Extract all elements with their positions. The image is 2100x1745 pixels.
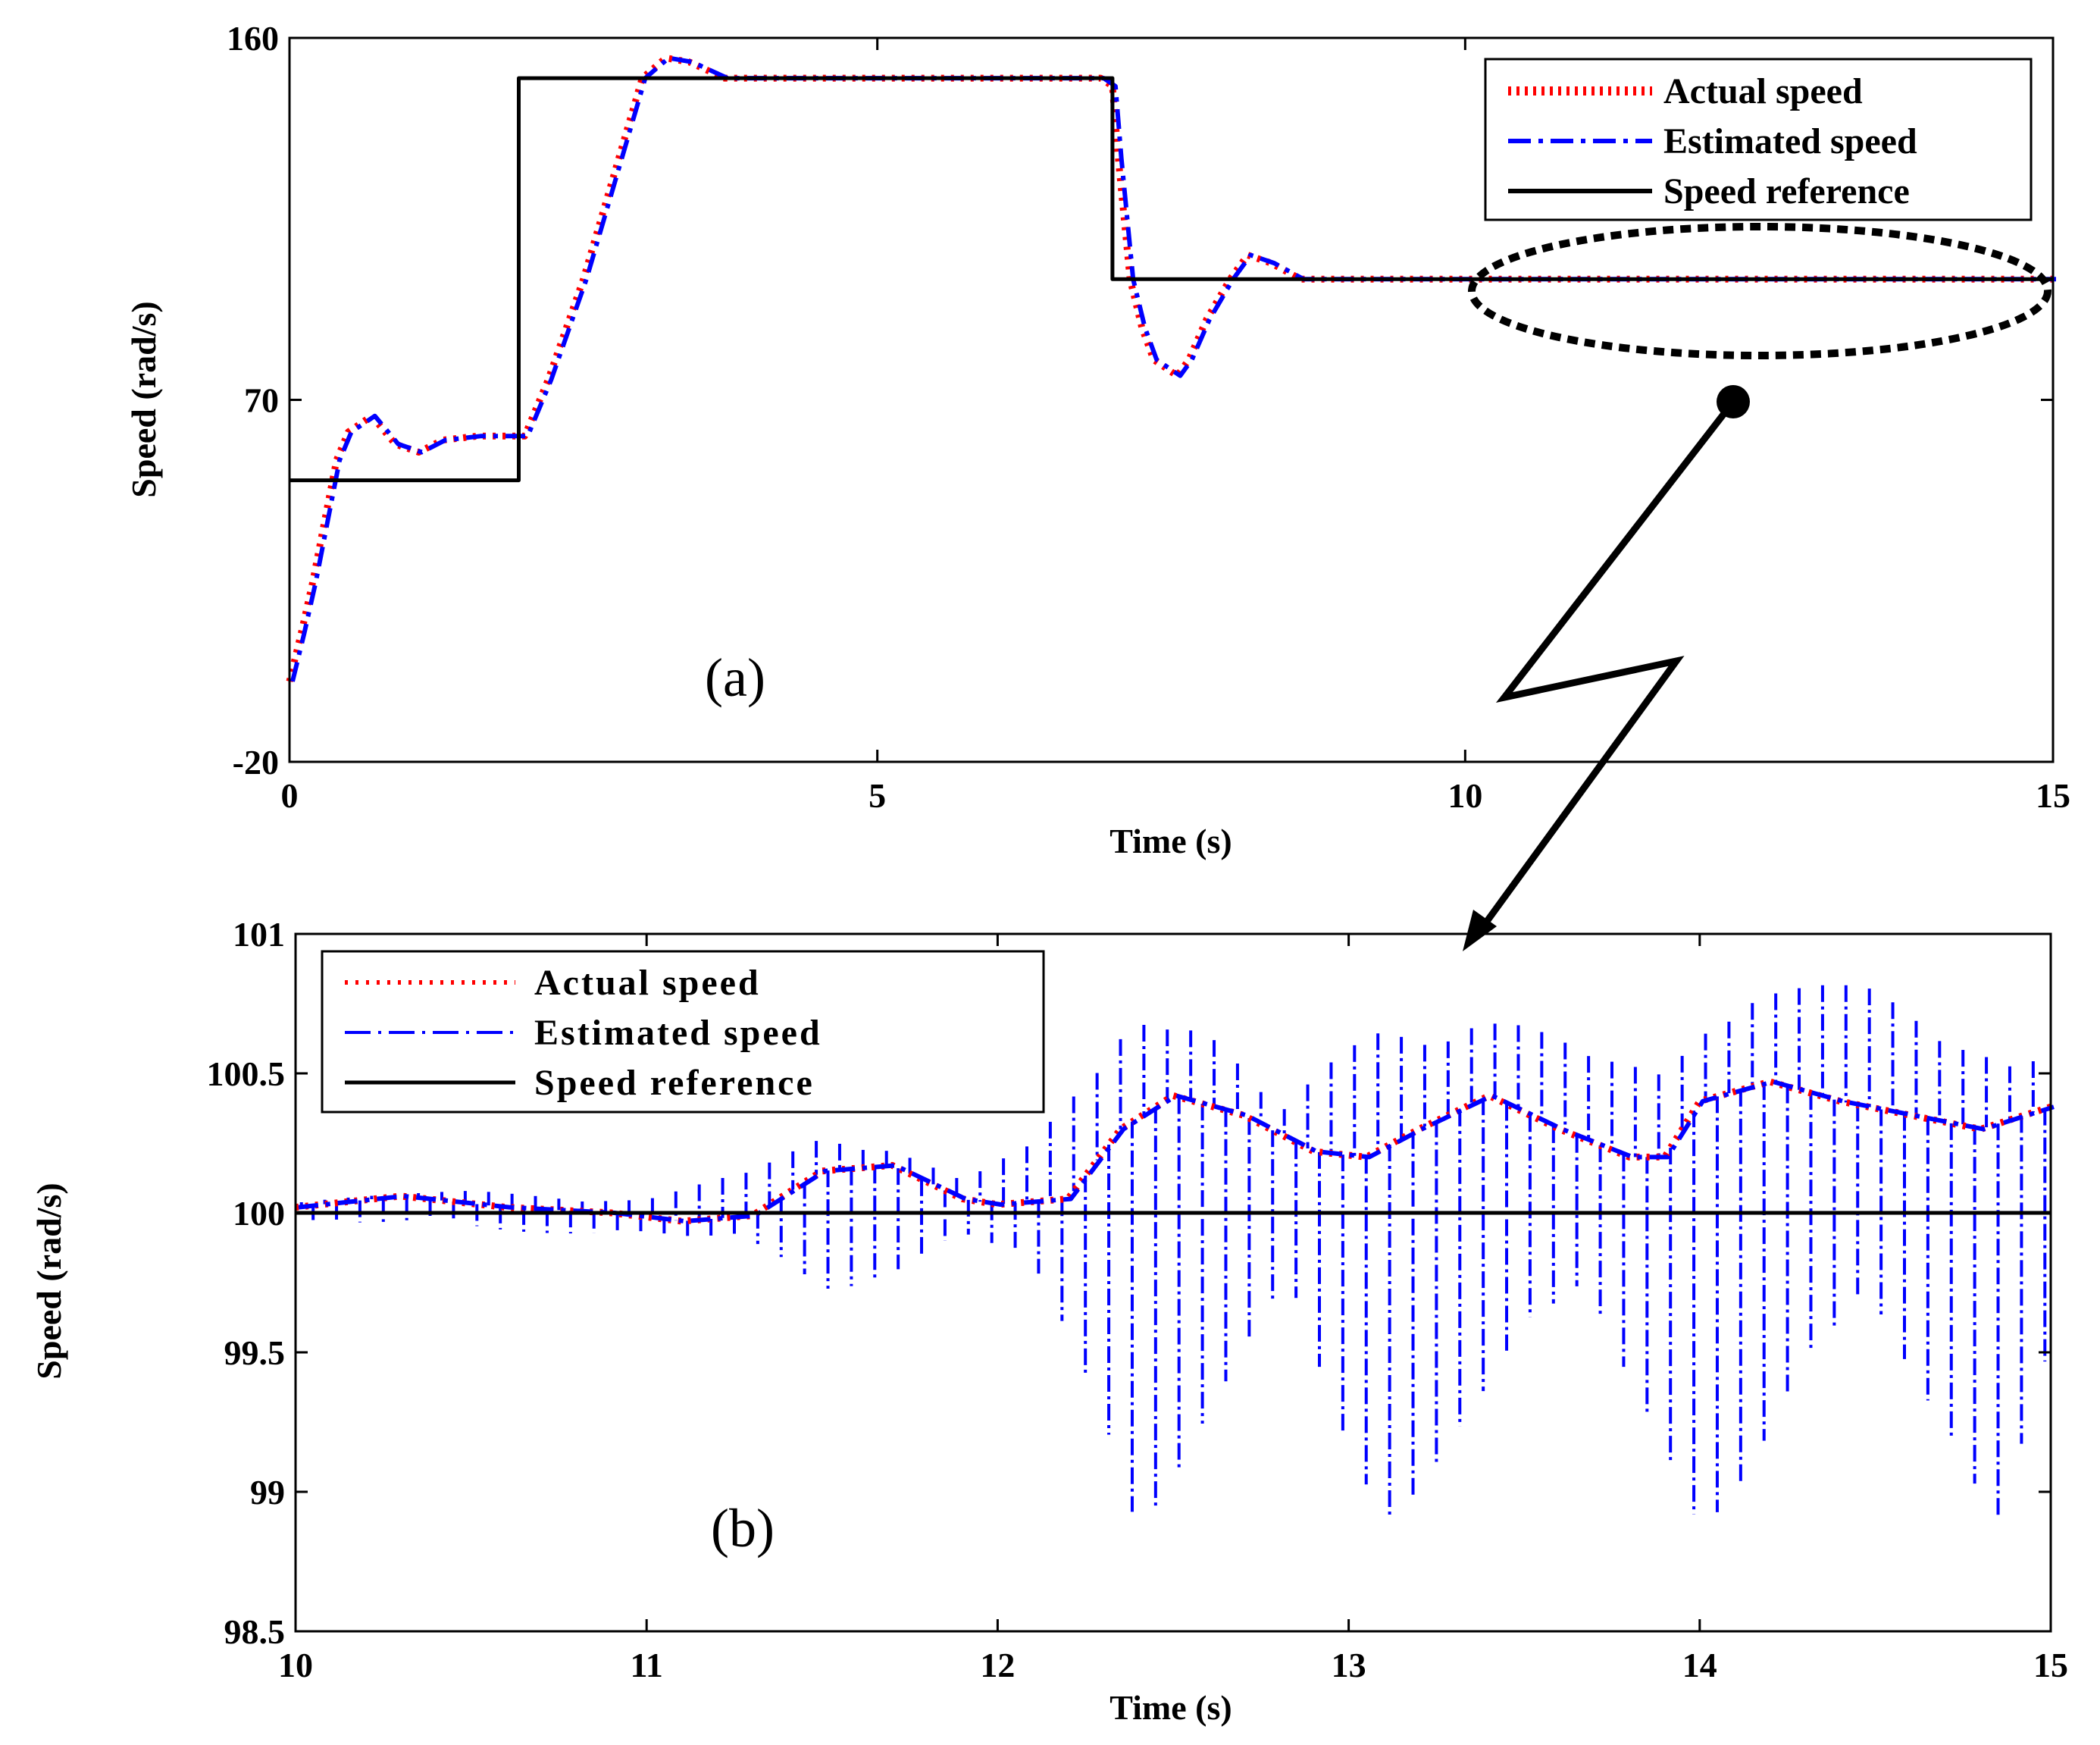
legend-b-label-estimated: Estimated speed <box>534 1013 822 1053</box>
panel-b: 10 11 12 13 14 15 98.5 99 99.5 100 100.5 101 Time (… <box>30 915 2068 1727</box>
panel-b-y-tick-label: 98.5 <box>224 1612 286 1651</box>
panel-a-label: (a) <box>705 647 765 708</box>
legend-label-actual: Actual speed <box>1663 71 1863 111</box>
panel-b-x-tick-label: 12 <box>980 1646 1015 1684</box>
panel-a-x-tick-label: 15 <box>2036 776 2070 815</box>
panel-a-x-tick-label: 0 <box>281 776 299 815</box>
panel-b-x-tick-label: 13 <box>1332 1646 1366 1684</box>
panel-a-y-tick-label: 160 <box>227 19 279 58</box>
panel-b-series-layer <box>295 985 2055 1519</box>
panel-b-x-tick-label: 11 <box>630 1646 662 1684</box>
arrow-head-icon <box>1463 910 1497 951</box>
panel-a-series-speed-reference <box>289 76 2053 483</box>
panel-b-y-tick-label: 101 <box>233 915 285 954</box>
panel-a-y-tick-label: -20 <box>233 743 279 782</box>
highlight-ellipse <box>1468 223 2051 359</box>
legend-b-label-actual: Actual speed <box>534 963 761 1003</box>
panel-b-plot-frame <box>294 932 2052 1633</box>
panel-a: 0 5 10 15 -20 70 160 Time (s) Speed (rad/s) (a… <box>124 19 2070 951</box>
panel-a-y-tick-label: 70 <box>244 381 279 420</box>
panel-b-y-tick-label: 99 <box>250 1473 285 1512</box>
legend-b-label-reference: Speed reference <box>534 1063 815 1103</box>
panel-b-x-tick-label: 10 <box>278 1646 313 1684</box>
panel-b-y-tick-label: 100 <box>233 1194 285 1233</box>
panel-a-ticks: 0 5 10 15 -20 70 160 <box>227 19 2070 815</box>
legend-label-estimated: Estimated speed <box>1663 121 1917 161</box>
panel-a-legend: Actual speed Estimated speed Speed refer… <box>1484 58 2033 221</box>
panel-b-label: (b) <box>711 1498 775 1559</box>
panel-b-x-tick-label: 14 <box>1682 1646 1717 1684</box>
panel-b-series-estimated-speed <box>298 1079 2055 1223</box>
panel-a-x-tick-label: 10 <box>1447 776 1482 815</box>
panel-a-x-axis-label: Time (s) <box>1109 822 1232 860</box>
panel-b-y-axis-label: Speed (rad/s) <box>30 1183 68 1379</box>
panel-b-y-tick-label: 99.5 <box>224 1333 286 1372</box>
panel-b-ticks: 10 11 12 13 14 15 98.5 99 99.5 100 100.5 101 <box>207 915 2069 1684</box>
legend-label-reference: Speed reference <box>1663 171 1910 211</box>
panel-b-x-axis-label: Time (s) <box>1109 1688 1232 1727</box>
panel-a-series-layer <box>286 55 2056 682</box>
panel-a-x-tick-label: 5 <box>868 776 886 815</box>
panel-b-x-tick-label: 15 <box>2033 1646 2068 1684</box>
panel-b-y-tick-label: 100.5 <box>207 1054 286 1093</box>
zigzag-arrow <box>1479 399 1736 931</box>
panel-a-y-axis-label: Speed (rad/s) <box>124 301 163 497</box>
panel-b-legend: Actual speed Estimated speed Speed refer… <box>321 950 1045 1114</box>
